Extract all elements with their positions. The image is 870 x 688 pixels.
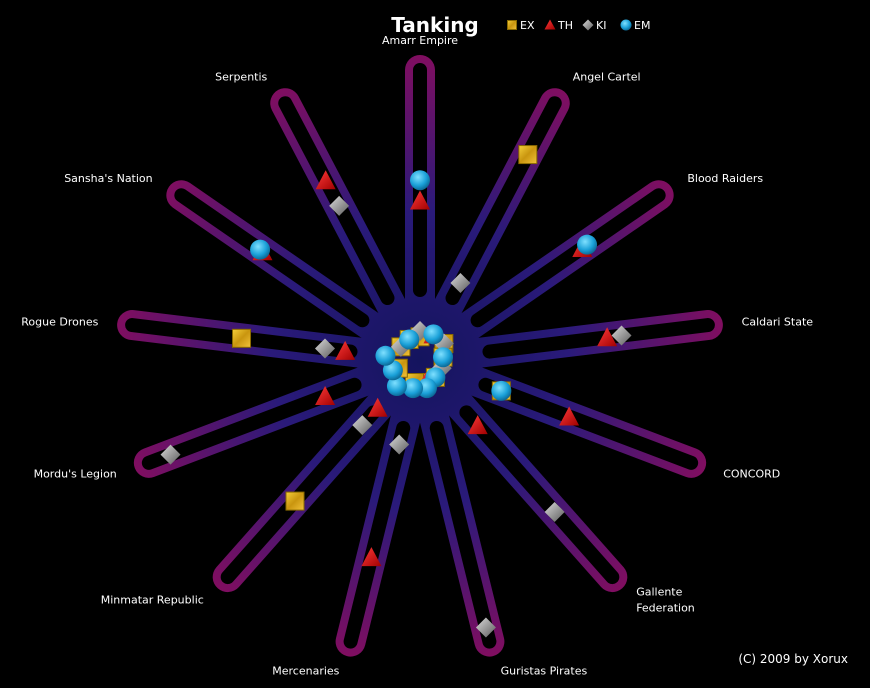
spoke-inner-guristas-pirates [429, 420, 497, 649]
category-label-angel-cartel: Angel Cartel [573, 71, 641, 84]
marker-ki-caldari-state [611, 325, 632, 346]
marker-em-amarr-empire [410, 170, 430, 191]
spoke-inner-gallente-federation [459, 405, 620, 585]
marker-th-mordu-s-legion [315, 385, 336, 405]
spoke-inner-angel-cartel [445, 96, 562, 306]
legend-label-ex: EX [520, 19, 535, 32]
marker-em-caldari-state [433, 347, 454, 368]
marker-ex-rogue-drones [232, 328, 252, 348]
legend: EX TH KI EM [507, 19, 650, 32]
category-label-serpentis: Serpentis [215, 71, 267, 84]
category-label-sansha-s-nation: Sansha's Nation [64, 172, 152, 185]
category-label-gallente-federation: Gallente [636, 586, 682, 599]
category-label-mordu-s-legion: Mordu's Legion [34, 467, 117, 480]
category-label-caldari-state: Caldari State [742, 315, 814, 328]
marker-th-serpentis [315, 170, 336, 190]
spoke-inner-mercenaries [343, 420, 411, 649]
category-label-gallente-federation: Federation [636, 602, 695, 615]
marker-th-gallente-federation [467, 415, 488, 435]
spoke-inner-blood-raiders [470, 188, 666, 328]
legend-label-em: EM [634, 19, 650, 32]
legend-marker-ki [582, 19, 594, 31]
marker-th-concord [559, 406, 580, 426]
marker-ki-mordu-s-legion [160, 444, 181, 465]
radar-spokes [117, 55, 723, 657]
legend-label-ki: KI [596, 19, 606, 32]
legend-marker-ex [507, 20, 517, 30]
category-labels: Amarr Empire Angel Cartel Blood Raiders Cal… [21, 34, 813, 678]
marker-th-caldari-state [597, 327, 618, 347]
legend-marker-th [544, 19, 556, 30]
marker-em-angel-cartel [423, 324, 444, 345]
marker-em-serpentis [399, 329, 420, 350]
marker-th-amarr-empire [410, 190, 430, 210]
category-label-minmatar-republic: Minmatar Republic [101, 594, 204, 607]
marker-em-minmatar-republic [386, 376, 407, 397]
marker-em-guristas-pirates [416, 378, 437, 399]
spoke-inner-caldari-state [482, 318, 715, 359]
marker-ex-angel-cartel [518, 145, 538, 165]
category-label-rogue-drones: Rogue Drones [21, 315, 98, 328]
data-markers [160, 145, 632, 638]
marker-ki-minmatar-republic [352, 415, 373, 436]
legend-label-th: TH [557, 19, 573, 32]
marker-ki-guristas-pirates [475, 617, 496, 638]
marker-th-rogue-drones [335, 340, 356, 360]
marker-ki-gallente-federation [544, 501, 565, 522]
marker-em-concord [491, 380, 512, 401]
spoke-inner-sansha-s-nation [174, 188, 370, 328]
marker-em-mercenaries [403, 378, 424, 399]
marker-th-mercenaries [361, 547, 382, 567]
marker-th-minmatar-republic [367, 397, 388, 417]
marker-em-rogue-drones [375, 345, 396, 366]
spoke-inner-concord [478, 377, 699, 470]
marker-ki-serpentis [329, 195, 350, 216]
category-label-concord: CONCORD [723, 467, 780, 480]
marker-ki-angel-cartel [450, 272, 471, 293]
copyright-text: (C) 2009 by Xorux [738, 652, 848, 666]
marker-ex-minmatar-republic [285, 491, 305, 511]
category-label-mercenaries: Mercenaries [272, 665, 339, 678]
category-label-blood-raiders: Blood Raiders [687, 172, 763, 185]
chart-title: Tanking [391, 13, 479, 37]
marker-em-blood-raiders [577, 234, 598, 255]
category-label-amarr-empire: Amarr Empire [382, 34, 458, 47]
marker-ki-rogue-drones [314, 338, 335, 359]
marker-ki-mercenaries [389, 434, 410, 455]
marker-em-sansha-s-nation [250, 239, 271, 260]
category-label-guristas-pirates: Guristas Pirates [501, 665, 588, 678]
legend-marker-em [620, 19, 632, 31]
